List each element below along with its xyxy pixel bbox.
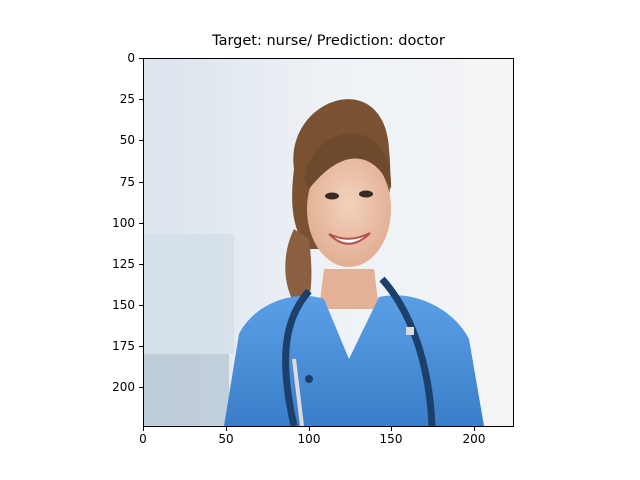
- x-tick: [226, 427, 227, 431]
- x-tick-label: 0: [139, 432, 147, 446]
- face-shape: [307, 151, 391, 267]
- y-tick: [139, 223, 143, 224]
- y-tick-label: 25: [119, 92, 135, 106]
- x-tick: [474, 427, 475, 431]
- x-tick-label: 50: [218, 432, 234, 446]
- y-tick: [139, 305, 143, 306]
- y-tick: [139, 387, 143, 388]
- y-tick: [139, 58, 143, 59]
- figure-title: Target: nurse/ Prediction: doctor: [212, 33, 445, 49]
- y-tick-label: 175: [112, 339, 135, 353]
- stethoscope-shape: [282, 288, 312, 426]
- y-tick-label: 0: [127, 51, 135, 65]
- y-tick-label: 75: [119, 175, 135, 189]
- y-tick-label: 100: [112, 216, 135, 230]
- x-tick-label: 100: [297, 432, 321, 446]
- x-tick: [391, 427, 392, 431]
- y-tick-label: 200: [112, 380, 135, 394]
- y-tick: [139, 182, 143, 183]
- y-tick: [139, 346, 143, 347]
- x-tick: [143, 427, 144, 431]
- y-tick-label: 150: [112, 298, 135, 312]
- y-tick: [139, 140, 143, 141]
- y-tick-label: 125: [112, 257, 135, 271]
- image-axes: [143, 58, 514, 427]
- y-tick-label: 50: [119, 133, 135, 147]
- nurse-photo: [144, 59, 513, 426]
- x-tick-label: 200: [462, 432, 486, 446]
- y-tick: [139, 264, 143, 265]
- x-tick-label: 150: [379, 432, 403, 446]
- x-tick: [309, 427, 310, 431]
- y-tick: [139, 99, 143, 100]
